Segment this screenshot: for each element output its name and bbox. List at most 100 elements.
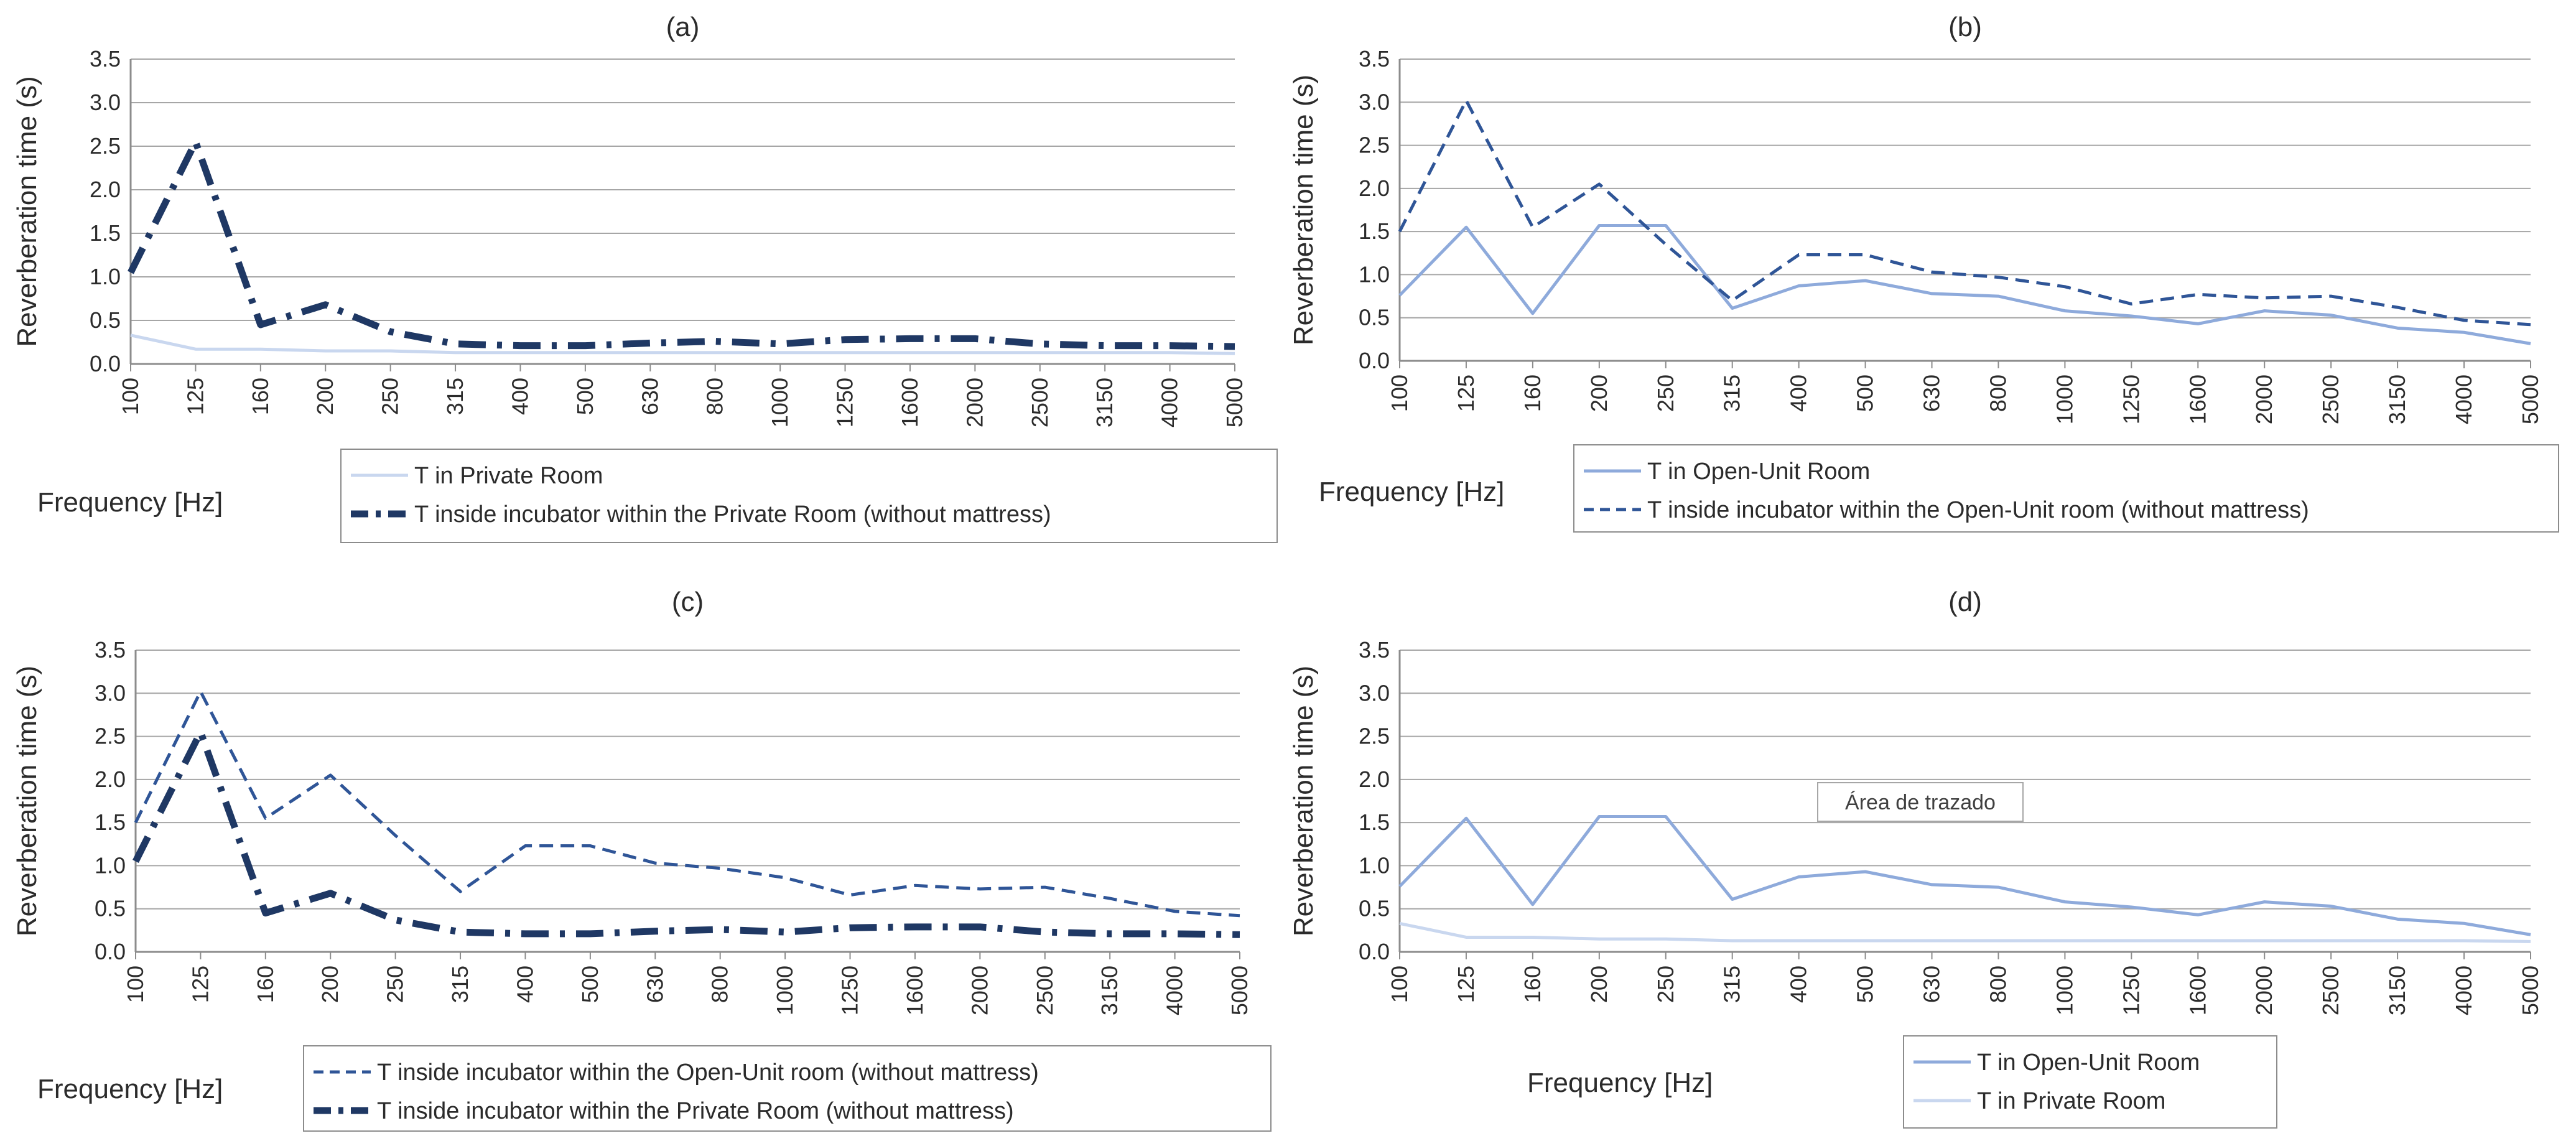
panel-title: (d) [1948,587,1982,617]
legend-box [1573,444,2559,533]
y-tick-label: 0.0 [90,351,121,376]
x-tick-label: 1600 [902,966,928,1015]
x-tick-label: 200 [1586,375,1612,412]
chart-panel-c: (c) 0.0 0.5 1.0 1.5 2.0 2.5 3.0 3.5 100 125 160 200 2… [12,587,1272,1132]
plot-area-tooltip: Área de trazado [1845,791,1996,814]
legend-label: T inside incubator within the Private Ro… [377,1098,1014,1124]
y-tick-label: 2.5 [95,724,126,749]
y-tick-label: 1.0 [1359,261,1390,287]
x-tick-label: 5000 [2518,375,2543,424]
x-tick-label: 2500 [2318,966,2343,1015]
x-tick-label: 4000 [2451,966,2476,1015]
x-tick-label: 1000 [2052,375,2077,424]
x-tick-label: 160 [253,966,278,1003]
y-axis-label: Reverberation time (s) [1288,666,1319,936]
y-tick-label: 3.5 [1359,46,1390,72]
x-tick-label: 1600 [2185,966,2210,1015]
x-tick-label: 5000 [1227,966,1252,1015]
legend-label: T in Open-Unit Room [1977,1050,2200,1076]
y-tick-label: 1.0 [1359,852,1390,878]
x-tick-label: 1250 [832,378,858,427]
y-tick-label: 0.5 [95,896,126,921]
x-tick-label: 500 [1853,966,1878,1003]
y-tick-label: 3.0 [1359,89,1390,114]
x-tick-label: 125 [1453,375,1479,412]
x-tick-label: 1000 [772,966,797,1015]
x-tick-label: 200 [317,966,343,1003]
x-tick-label: 2000 [2251,375,2277,424]
y-tick-label: 3.0 [95,680,126,706]
y-tick-label: 1.5 [1359,218,1390,244]
x-tick-label: 630 [642,966,667,1003]
x-tick-label: 1250 [837,966,863,1015]
y-axis-label: Reverberation time (s) [1288,75,1319,345]
legend-box [340,449,1278,543]
panel-title: (c) [672,587,704,617]
legend-box [1903,1035,2277,1129]
x-axis-label: Frequency [Hz] [1527,1068,1713,1098]
series-line-1 [133,729,1240,938]
y-axis-label: Reverberation time (s) [12,666,42,936]
x-tick-label: 250 [1653,966,1678,1003]
plot-area-tooltip-box [1817,782,2024,822]
x-tick-label: 630 [1919,375,1945,412]
y-tick-label: 3.5 [95,637,126,663]
chart-panel-d: (d) 0.0 0.5 1.0 1.5 2.0 2.5 3.0 3.5 100 125 160 200 2… [1288,587,2543,1129]
y-tick-label: 3.5 [90,46,121,72]
x-tick-label: 1000 [2052,966,2077,1015]
x-tick-label: 3150 [2384,375,2410,424]
x-tick-label: 800 [1985,966,2011,1003]
y-tick-label: 2.5 [1359,724,1390,749]
y-tick-label: 2.0 [90,177,121,202]
x-tick-label: 160 [248,378,273,415]
x-tick-label: 160 [1520,375,1545,412]
x-axis-label: Frequency [Hz] [37,1074,223,1104]
x-tick-label: 315 [442,378,468,415]
y-tick-label: 1.0 [90,264,121,289]
legend: T in Open-Unit Room T in Private Room [1903,1035,2277,1129]
x-tick-label: 4000 [1157,378,1183,427]
y-tick-label: 2.0 [1359,766,1390,792]
y-tick-label: 3.0 [1359,680,1390,706]
y-tick-label: 0.0 [95,939,126,964]
y-tick-label: 2.5 [1359,133,1390,158]
y-tick-label: 2.0 [95,766,126,792]
x-tick-label: 250 [383,966,408,1003]
x-tick-label: 3150 [1092,378,1117,427]
x-tick-label: 250 [1653,375,1678,412]
x-tick-label: 315 [1719,375,1745,412]
x-tick-label: 100 [1387,375,1412,412]
y-tick-label: 0.5 [1359,305,1390,330]
x-tick-label: 500 [577,966,603,1003]
x-tick-label: 2500 [2318,375,2343,424]
x-tick-label: 100 [1387,966,1412,1003]
x-tick-label: 2500 [1027,378,1053,427]
x-tick-label: 5000 [2518,966,2543,1015]
x-tick-label: 400 [507,378,532,415]
x-tick-label: 2000 [967,966,992,1015]
x-tick-label: 315 [447,966,473,1003]
legend-label: T inside incubator within the Open-Unit … [1647,497,2309,523]
x-tick-label: 800 [702,378,728,415]
series-line-1 [1399,921,2531,943]
y-tick-label: 1.5 [1359,809,1390,835]
y-tick-label: 2.5 [90,133,121,159]
y-tick-label: 1.0 [95,852,126,878]
legend-box [303,1045,1272,1132]
y-tick-label: 0.5 [90,307,121,333]
series-line-1 [128,138,1235,350]
x-tick-label: 3150 [1097,966,1122,1015]
x-tick-label: 500 [1853,375,1878,412]
legend-label: T in Open-Unit Room [1647,459,1870,485]
x-tick-label: 2000 [2251,966,2277,1015]
x-tick-label: 400 [1786,966,1811,1003]
x-tick-label: 125 [1453,966,1479,1003]
x-tick-label: 250 [378,378,403,415]
series-line-0 [130,333,1235,355]
y-tick-label: 0.0 [1359,348,1390,373]
x-tick-label: 630 [1919,966,1945,1003]
x-tick-label: 4000 [1162,966,1188,1015]
x-tick-label: 630 [637,378,663,415]
x-tick-label: 200 [1586,966,1612,1003]
x-tick-label: 400 [1786,375,1811,412]
